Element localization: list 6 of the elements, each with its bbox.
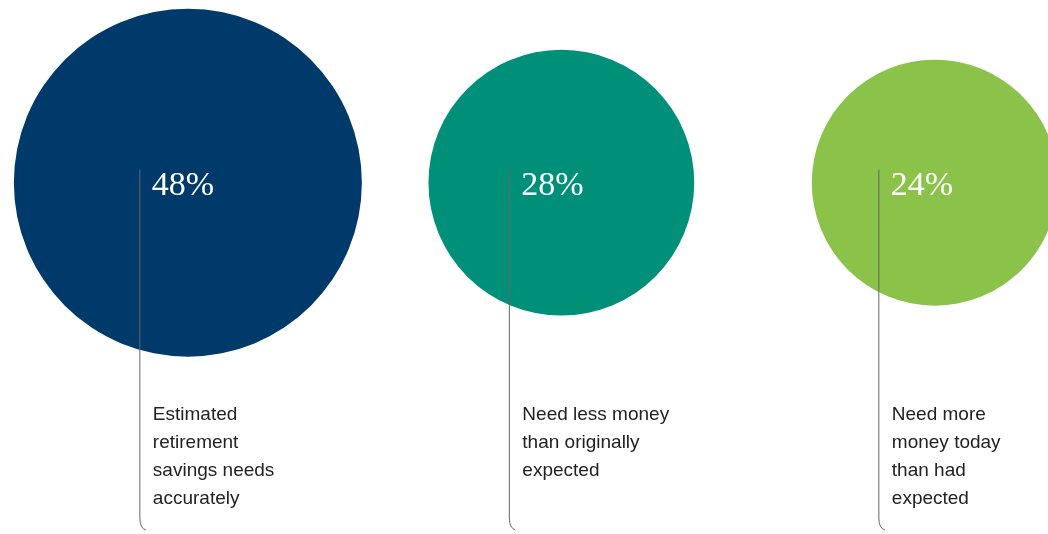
category-label: Estimated retirement savings needs accurately [152,403,275,508]
category-label: Need more money today than had expected [891,403,1002,508]
data-label: 48% [151,164,215,202]
data-label: 28% [521,164,584,202]
data-label: 24% [890,164,954,202]
category-label: Need less money than originally expected [522,403,670,480]
